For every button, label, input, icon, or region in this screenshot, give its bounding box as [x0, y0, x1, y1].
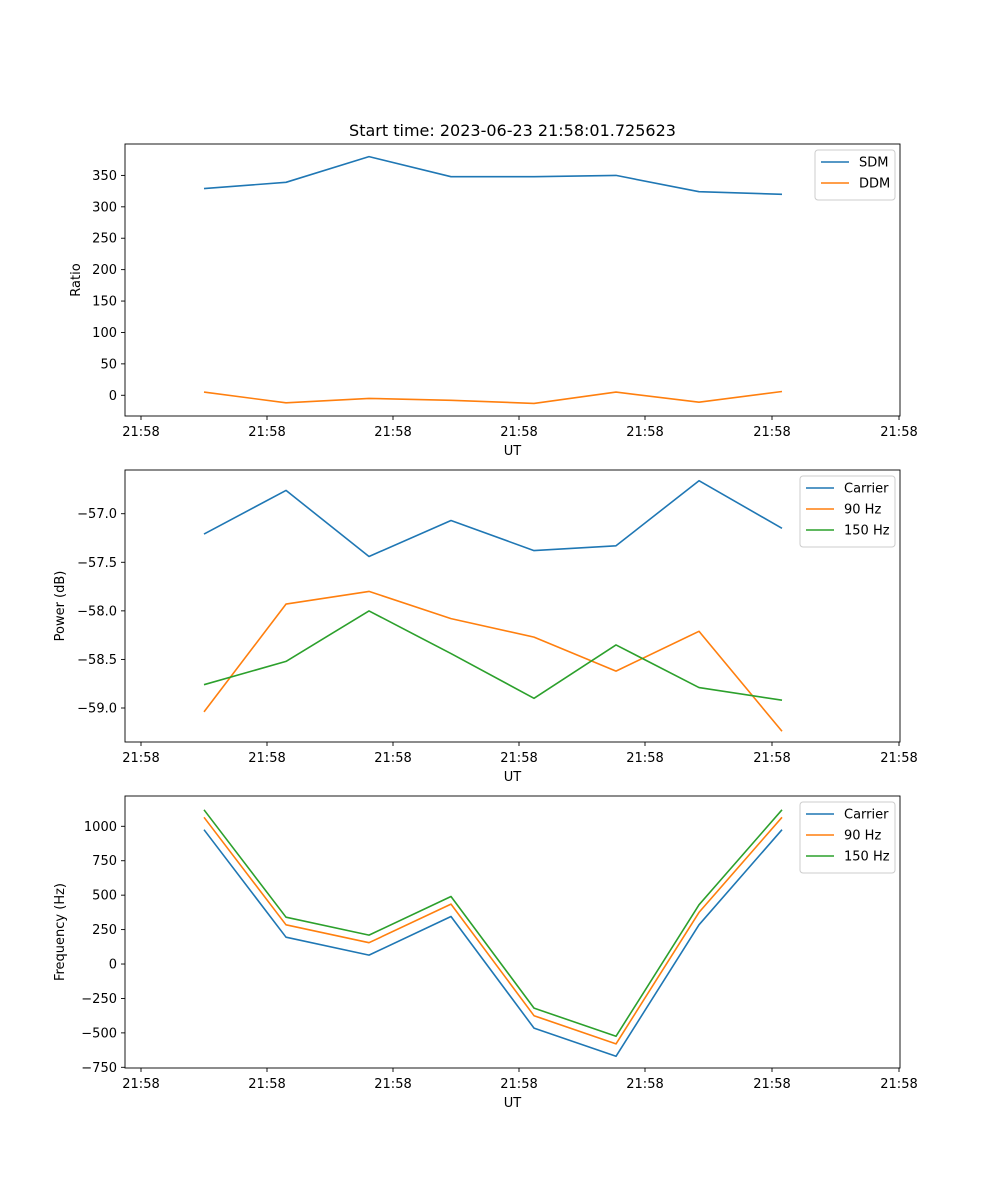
x-tick-label: 21:58 [374, 751, 411, 766]
y-tick-label: 350 [92, 169, 117, 184]
y-tick-label: −57.5 [77, 556, 117, 571]
y-tick-label: −750 [81, 1061, 117, 1076]
x-axis-label: UT [504, 770, 522, 785]
y-tick-label: −58.5 [77, 653, 117, 668]
x-tick-label: 21:58 [374, 1077, 411, 1092]
x-tick-label: 21:58 [753, 425, 790, 440]
legend: SDM DDM [814, 149, 896, 201]
series-line-ddm [203, 390, 783, 405]
y-tick-label: 100 [92, 326, 117, 341]
y-axis-label: Power (dB) [53, 571, 68, 642]
series-line-150-hz [203, 809, 783, 1038]
y-axis-label: Frequency (Hz) [53, 883, 68, 981]
y-tick-label: −58.0 [77, 604, 117, 619]
x-tick-label: 21:58 [122, 751, 159, 766]
plot-area-frame [124, 143, 901, 417]
x-tick-label: 21:58 [500, 751, 537, 766]
y-tick-label: −57.0 [77, 507, 117, 522]
x-tick-label: 21:58 [880, 751, 917, 766]
legend-label: 90 Hz [844, 503, 881, 518]
y-tick-label: 250 [92, 232, 117, 247]
y-tick-label: −500 [81, 1026, 117, 1041]
y-tick-label: 1000 [84, 820, 117, 835]
x-tick-label: 21:58 [880, 425, 917, 440]
legend: Carrier 90 Hz 150 Hz [799, 801, 896, 874]
x-tick-label: 21:58 [374, 425, 411, 440]
x-tick-label: 21:58 [626, 1077, 663, 1092]
series-line-carrier [203, 479, 783, 558]
y-tick-label: 250 [92, 923, 117, 938]
chart-title: Start time: 2023-06-23 21:58:01.725623 [349, 121, 676, 140]
x-tick-label: 21:58 [880, 1077, 917, 1092]
x-tick-label: 21:58 [500, 1077, 537, 1092]
x-tick-label: 21:58 [122, 425, 159, 440]
x-tick-label: 21:58 [248, 751, 285, 766]
y-tick-label: 0 [109, 389, 117, 404]
x-tick-label: 21:58 [500, 425, 537, 440]
y-tick-label: 50 [100, 357, 117, 372]
y-tick-label: 0 [109, 958, 117, 973]
series-line-90-hz [203, 816, 783, 1045]
y-tick-label: 150 [92, 295, 117, 310]
chart-panel-3: 21:58 21:58 21:58 21:58 21:58 21:58 21:58 −750 −… [53, 795, 918, 1111]
y-tick-label: 500 [92, 889, 117, 904]
x-tick-label: 21:58 [248, 425, 285, 440]
x-axis-label: UT [504, 1096, 522, 1111]
x-tick-label: 21:58 [626, 751, 663, 766]
series-line-150-hz [203, 610, 783, 701]
legend-label: 90 Hz [844, 829, 881, 844]
x-axis-label: UT [504, 444, 522, 459]
legend-label: Carrier [844, 808, 889, 823]
chart-panel-1: Start time: 2023-06-23 21:58:01.725623 21… [69, 121, 918, 459]
legend-label: Carrier [844, 482, 889, 497]
plot-area-frame [124, 469, 901, 743]
x-tick-label: 21:58 [248, 1077, 285, 1092]
y-tick-label: −59.0 [77, 702, 117, 717]
x-tick-label: 21:58 [626, 425, 663, 440]
y-tick-label: 750 [92, 854, 117, 869]
y-tick-label: −250 [81, 992, 117, 1007]
legend: Carrier 90 Hz 150 Hz [799, 475, 896, 548]
legend-label: SDM [859, 156, 888, 171]
series-line-90-hz [203, 590, 783, 732]
series-line-sdm [203, 155, 783, 196]
chart-panel-2: 21:58 21:58 21:58 21:58 21:58 21:58 21:58 −59.0… [53, 469, 918, 785]
y-tick-label: 200 [92, 263, 117, 278]
legend-label: DDM [859, 177, 890, 192]
series-line-carrier [203, 829, 783, 1058]
legend-label: 150 Hz [844, 524, 890, 539]
y-tick-label: 300 [92, 200, 117, 215]
plot-area-frame [124, 795, 901, 1069]
y-axis-label: Ratio [69, 263, 84, 296]
legend-label: 150 Hz [844, 850, 890, 865]
x-tick-label: 21:58 [753, 751, 790, 766]
x-tick-label: 21:58 [753, 1077, 790, 1092]
x-tick-label: 21:58 [122, 1077, 159, 1092]
